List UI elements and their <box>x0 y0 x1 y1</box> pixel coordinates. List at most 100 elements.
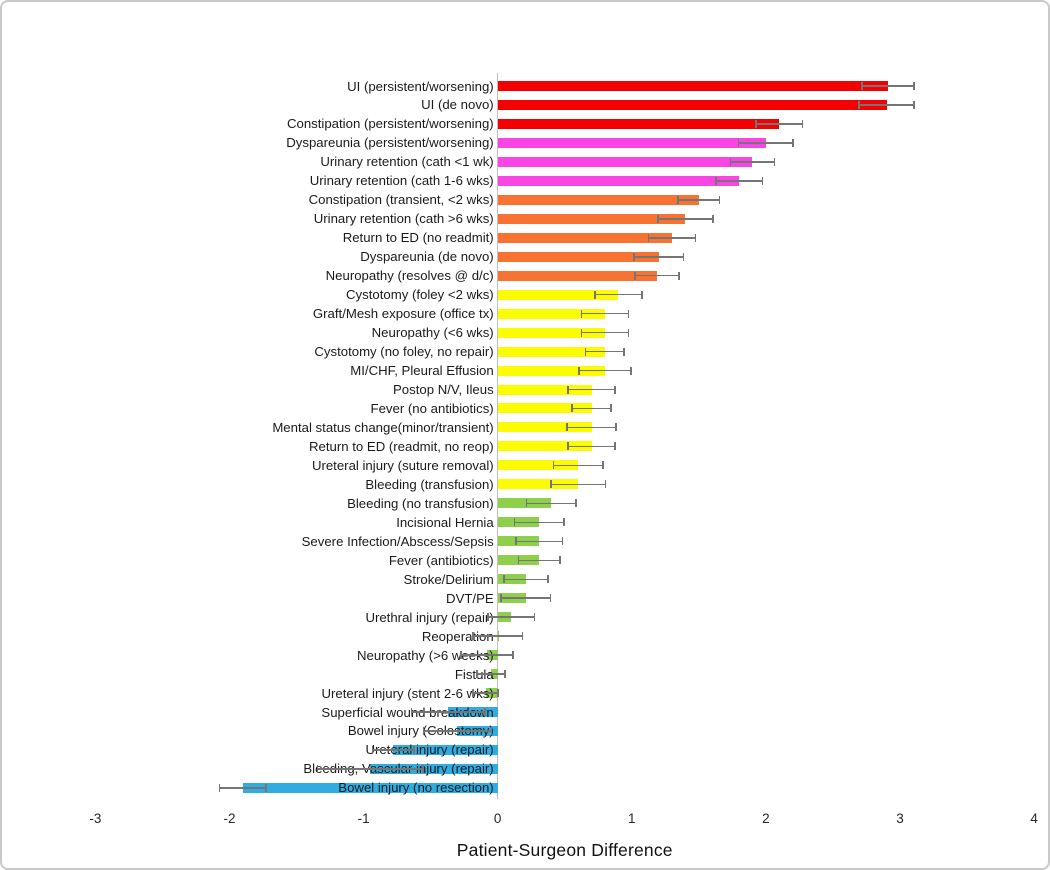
bar-label: Ureteral injury (suture removal) <box>311 457 494 473</box>
error-bar <box>517 556 561 565</box>
error-bar-line <box>316 768 424 770</box>
error-bar-cap-left <box>580 328 583 337</box>
bar <box>497 175 740 186</box>
error-bar-cap-left <box>657 214 659 223</box>
error-bar-cap-right <box>614 385 616 394</box>
x-tick-label: 2 <box>762 811 770 826</box>
error-bar-cap-right <box>627 309 630 318</box>
error-bar <box>737 138 795 147</box>
bar <box>497 327 605 338</box>
error-bar <box>500 594 552 603</box>
error-bar-line <box>578 369 632 372</box>
category-axis-line <box>497 73 499 799</box>
error-bar-cap-left <box>634 271 637 280</box>
error-bar-cap-right <box>773 157 776 166</box>
error-bar-cap-right <box>490 726 493 735</box>
bar-label: Dyspareunia (de novo) <box>360 249 494 265</box>
error-bar-line <box>737 142 795 144</box>
error-bar-cap-left <box>549 480 552 489</box>
error-bar-cap-left <box>422 726 425 735</box>
error-bar <box>647 233 697 242</box>
error-bar-line <box>584 350 626 353</box>
error-bar <box>371 745 415 754</box>
bar-label: Reoperation <box>421 628 494 644</box>
x-tick-label: -3 <box>89 811 102 826</box>
error-bar-line <box>861 85 915 87</box>
error-bar-cap-right <box>678 271 681 280</box>
bar-label: Superficial wound breakdown <box>321 704 494 720</box>
bar-label: Urinary retention (cath <1 wk) <box>320 154 494 170</box>
error-bar <box>567 442 616 451</box>
bar-label: Postop N/V, Ileus <box>393 382 494 398</box>
error-bar-cap-right <box>630 366 632 375</box>
bar <box>497 441 592 452</box>
bar-label: Neuropathy (<6 wks) <box>371 325 494 341</box>
x-axis-title: Patient-Surgeon Difference <box>456 840 673 860</box>
error-bar-line <box>571 407 612 410</box>
error-bar <box>566 423 618 432</box>
error-bar <box>571 404 612 413</box>
bar-label: Bowel injury (Colostomy) <box>347 723 494 739</box>
x-tick-label: 4 <box>1030 811 1038 826</box>
bar-label: Dyspareunia (persistent/worsening) <box>286 135 494 151</box>
bar <box>497 81 888 91</box>
bar-label: UI (de novo) <box>421 97 494 113</box>
error-bar <box>525 499 577 508</box>
error-bar <box>472 632 524 641</box>
bar <box>497 479 579 490</box>
x-tick-label: 0 <box>493 811 502 826</box>
error-bar <box>729 157 776 166</box>
bar <box>497 384 592 395</box>
error-bar-cap-left <box>460 651 462 660</box>
error-bar-cap-left <box>755 119 757 128</box>
x-tick-label: 3 <box>896 811 904 826</box>
error-bar-cap-right <box>561 537 564 546</box>
error-bar-cap-right <box>497 689 500 698</box>
bar-label: Bowel injury (no resection) <box>338 780 494 796</box>
error-bar-line <box>517 559 561 562</box>
bar-label: Fistula <box>454 666 494 682</box>
error-bar-line <box>580 331 630 334</box>
error-bar-line <box>677 199 721 201</box>
bar <box>242 782 498 793</box>
error-bar-cap-left <box>513 518 516 527</box>
error-bar-line <box>525 502 577 505</box>
error-bar-cap-left <box>714 176 717 185</box>
bar <box>370 763 498 774</box>
error-bar-line <box>566 426 618 429</box>
error-bar <box>634 271 681 280</box>
bar <box>497 308 605 319</box>
error-bar-cap-right <box>913 82 915 90</box>
bar-label: DVT/PE <box>446 590 494 606</box>
error-bar-line <box>755 123 804 125</box>
error-bar <box>513 518 565 527</box>
bar-label: Cystotomy (no foley, no repair) <box>314 344 494 360</box>
bar-label: Ureteral injury (repair) <box>365 742 494 758</box>
bar <box>497 422 592 433</box>
error-bar-line <box>503 578 549 581</box>
bar <box>497 118 780 129</box>
error-bar-cap-right <box>801 119 804 128</box>
bar-label: Ureteral injury (stent 2-6 wks) <box>321 685 494 701</box>
error-bar-cap-right <box>761 176 764 185</box>
bar-label: Neuropathy (resolves @ d/c) <box>325 268 494 284</box>
bar <box>497 289 619 300</box>
bar <box>497 232 673 243</box>
error-bar-cap-right <box>547 575 549 584</box>
error-bar-cap-left <box>500 594 502 603</box>
bar-label: Incisional Hernia <box>396 514 494 530</box>
error-bar <box>677 195 721 204</box>
error-bar-cap-left <box>517 556 520 565</box>
error-bar-line <box>422 730 493 732</box>
error-bar-cap-left <box>218 783 221 792</box>
error-bar <box>472 689 500 698</box>
error-bar-cap-left <box>578 366 580 375</box>
error-bar-cap-right <box>412 745 415 754</box>
error-bar <box>460 651 514 660</box>
error-bar-cap-left <box>476 670 478 679</box>
bar <box>497 403 592 414</box>
error-bar-cap-right <box>610 404 612 413</box>
bar <box>497 194 699 205</box>
error-bar-line <box>633 256 685 258</box>
error-bar-cap-left <box>472 689 474 698</box>
